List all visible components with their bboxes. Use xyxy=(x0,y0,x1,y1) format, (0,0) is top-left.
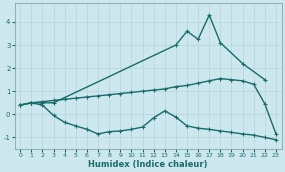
X-axis label: Humidex (Indice chaleur): Humidex (Indice chaleur) xyxy=(88,159,208,169)
